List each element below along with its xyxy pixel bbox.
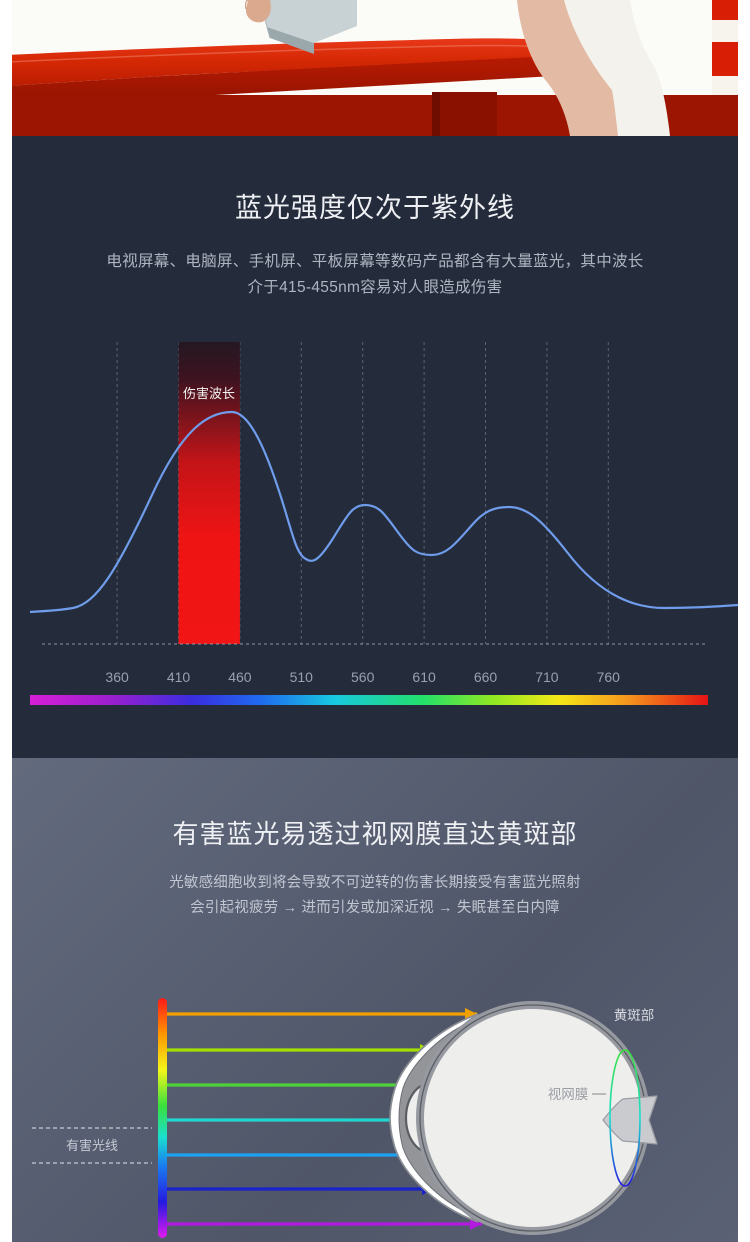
svg-text:560: 560 <box>351 669 375 685</box>
svg-text:黄斑部: 黄斑部 <box>614 1008 655 1023</box>
svg-text:视网膜: 视网膜 <box>548 1087 589 1102</box>
svg-text:伤害波长: 伤害波长 <box>183 386 235 401</box>
svg-text:760: 760 <box>597 669 621 685</box>
svg-text:510: 510 <box>290 669 314 685</box>
svg-text:有害光线: 有害光线 <box>66 1138 118 1153</box>
svg-text:460: 460 <box>228 669 252 685</box>
svg-text:660: 660 <box>474 669 498 685</box>
svg-text:410: 410 <box>167 669 191 685</box>
svg-text:610: 610 <box>412 669 436 685</box>
svg-text:710: 710 <box>535 669 559 685</box>
svg-text:360: 360 <box>105 669 129 685</box>
